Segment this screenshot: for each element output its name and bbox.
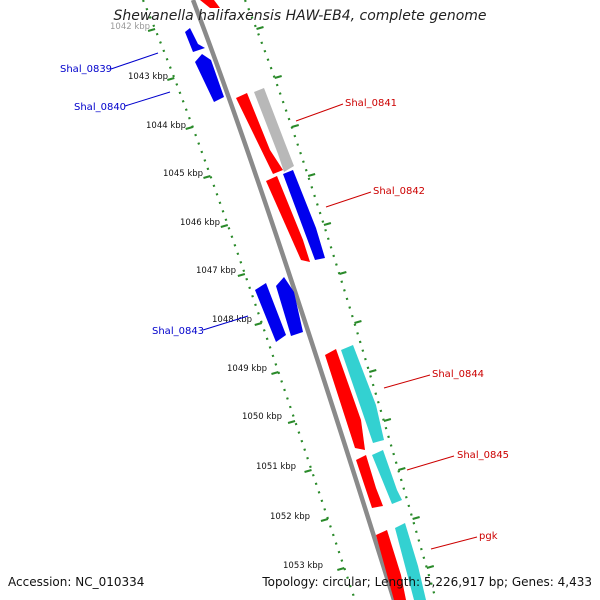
outer-tick-12	[426, 565, 435, 569]
gene-arrow-0839	[185, 28, 205, 52]
leader-pgk	[430, 536, 478, 550]
outer-tick-3	[291, 124, 300, 128]
leader-shal-0841	[295, 103, 344, 122]
gene-label-pgk: pgk	[479, 531, 498, 542]
gene-label-shal-0839: Shal_0839	[60, 64, 112, 75]
gene-arrow-0843-right	[276, 277, 303, 336]
leader-shal-0845	[406, 455, 455, 471]
outer-tick-9	[383, 418, 392, 422]
gene-arrow-0845-cyan	[372, 450, 402, 504]
inner-tick-9	[287, 420, 296, 424]
leader-shal-0842	[325, 191, 372, 208]
tick-label-1051: 1051 kbp	[256, 462, 296, 472]
gene-arrow-pgk-cyan	[395, 523, 426, 600]
tick-label-1050: 1050 kbp	[242, 412, 282, 422]
leader-shal-0839	[110, 52, 159, 70]
gene-arrow-0844-red	[325, 349, 365, 450]
gene-arrow-0845-red	[356, 455, 383, 508]
inner-major-ticks	[147, 28, 345, 571]
tick-label-1053: 1053 kbp	[283, 561, 323, 571]
tick-label-1044: 1044 kbp	[146, 121, 186, 131]
outer-tick-6	[339, 271, 347, 275]
gene-label-shal-0843: Shal_0843	[152, 326, 204, 337]
gene-label-shal-0844: Shal_0844	[432, 369, 484, 380]
map-title: Shewanella halifaxensis HAW-EB4, complet…	[113, 8, 487, 24]
outer-major-ticks	[256, 26, 435, 569]
tick-label-1046: 1046 kbp	[180, 218, 220, 228]
gene-arrow-0844-cyan	[341, 345, 384, 443]
tick-label-1048: 1048 kbp	[212, 315, 252, 325]
gene-arrow-top-red	[200, 0, 220, 8]
gene-arrow-pgk-red	[376, 530, 406, 600]
gene-arrow-0843-left	[255, 283, 286, 342]
outer-tick-11	[412, 516, 420, 520]
leader-shal-0840	[124, 91, 171, 107]
gene-label-leaders	[110, 52, 478, 550]
gene-arrow-0841-gray	[254, 88, 294, 172]
topology-summary: Topology: circular; Length: 5,226,917 bp…	[262, 575, 592, 589]
tick-label-1043: 1043 kbp	[128, 72, 168, 82]
gene-label-shal-0841: Shal_0841	[345, 98, 397, 109]
tick-label-1047: 1047 kbp	[196, 266, 236, 276]
outer-tick-7	[354, 320, 362, 324]
inner-tick-3	[185, 126, 193, 130]
inner-tick-5	[220, 224, 229, 228]
inner-tick-1	[147, 28, 156, 32]
gene-label-shal-0840: Shal_0840	[74, 102, 126, 113]
gene-label-shal-0842: Shal_0842	[373, 186, 425, 197]
outer-tick-2	[274, 75, 282, 79]
gene-arrow-0840	[195, 54, 224, 102]
gene-arrow-0841-red	[236, 93, 283, 174]
inner-tick-11	[320, 518, 329, 522]
inner-tick-6	[237, 273, 246, 277]
outer-tick-10	[398, 467, 406, 471]
inner-tick-7	[254, 322, 263, 326]
outer-dotted-track	[243, 0, 438, 600]
outer-tick-5	[323, 222, 332, 226]
tick-label-1045: 1045 kbp	[163, 169, 203, 179]
inner-tick-8	[271, 371, 279, 375]
inner-tick-2	[167, 77, 175, 81]
outer-tick-1	[256, 26, 264, 30]
gene-arrow-0842-red	[266, 176, 310, 262]
tick-labels: 1042 kbp 1043 kbp 1044 kbp 1045 kbp 1046…	[110, 22, 323, 571]
tick-label-1042: 1042 kbp	[110, 22, 150, 32]
inner-dotted-track	[141, 0, 357, 600]
gene-label-shal-0845: Shal_0845	[457, 450, 509, 461]
leader-shal-0843	[202, 315, 249, 331]
accession-label: Accession: NC_010334	[8, 575, 145, 589]
gene-arrows	[185, 0, 426, 600]
leader-shal-0844	[383, 374, 431, 389]
genome-backbone	[190, 0, 397, 600]
outer-tick-4	[307, 173, 316, 177]
gene-label-text: Shal_0839 Shal_0840 Shal_0841 Shal_0842 …	[60, 64, 509, 542]
inner-tick-4	[203, 175, 211, 179]
inner-tick-12	[337, 567, 345, 571]
inner-tick-10	[304, 469, 312, 473]
tick-label-1049: 1049 kbp	[227, 364, 267, 374]
tick-label-1052: 1052 kbp	[270, 512, 310, 522]
outer-tick-8	[368, 369, 377, 373]
gene-arrow-0842-blue	[283, 170, 325, 260]
